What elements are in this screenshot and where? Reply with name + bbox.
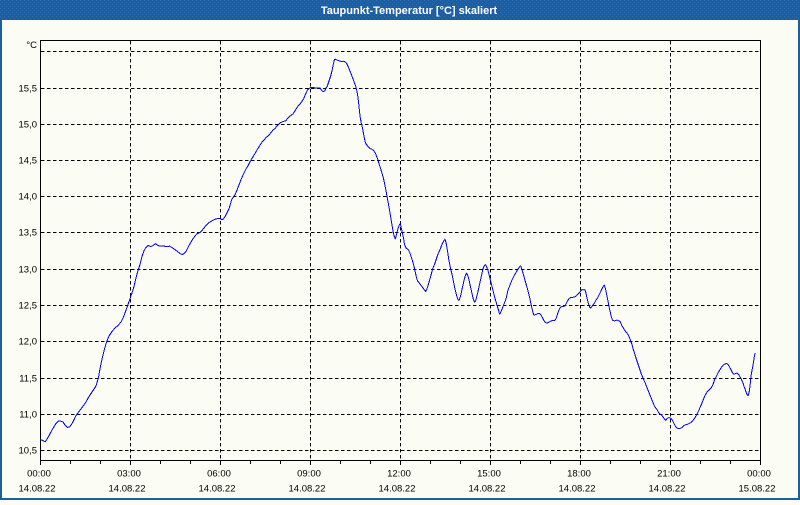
- svg-text:06:00: 06:00: [207, 469, 231, 480]
- svg-text:14.08.22: 14.08.22: [469, 484, 506, 495]
- svg-text:15,5: 15,5: [19, 84, 38, 95]
- svg-text:14.08.22: 14.08.22: [109, 484, 146, 495]
- svg-text:12,0: 12,0: [19, 337, 38, 348]
- svg-text:11,5: 11,5: [19, 374, 37, 385]
- svg-text:15.08.22: 15.08.22: [739, 484, 776, 495]
- svg-text:15,0: 15,0: [19, 120, 38, 131]
- svg-text:10,5: 10,5: [19, 446, 38, 457]
- svg-text:09:00: 09:00: [297, 469, 321, 480]
- svg-text:03:00: 03:00: [117, 469, 141, 480]
- svg-text:Taupunkt-Temperatur [°C] skali: Taupunkt-Temperatur [°C] skaliert: [321, 5, 498, 17]
- svg-text:14.08.22: 14.08.22: [379, 484, 416, 495]
- svg-text:13,5: 13,5: [19, 228, 38, 239]
- svg-text:14,0: 14,0: [19, 192, 38, 203]
- svg-text:21:00: 21:00: [657, 469, 681, 480]
- svg-text:15:00: 15:00: [477, 469, 501, 480]
- svg-text:14.08.22: 14.08.22: [649, 484, 686, 495]
- svg-text:°C: °C: [26, 40, 37, 51]
- svg-text:12,5: 12,5: [19, 301, 38, 312]
- svg-text:00:00: 00:00: [747, 469, 771, 480]
- svg-text:18:00: 18:00: [567, 469, 591, 480]
- svg-text:00:00: 00:00: [27, 469, 51, 480]
- svg-text:14.08.22: 14.08.22: [19, 484, 56, 495]
- svg-text:14,5: 14,5: [19, 156, 38, 167]
- svg-text:14.08.22: 14.08.22: [199, 484, 236, 495]
- svg-text:13,0: 13,0: [19, 265, 38, 276]
- svg-text:12:00: 12:00: [387, 469, 411, 480]
- svg-text:11,0: 11,0: [19, 410, 37, 421]
- svg-text:14.08.22: 14.08.22: [289, 484, 326, 495]
- svg-text:14.08.22: 14.08.22: [559, 484, 596, 495]
